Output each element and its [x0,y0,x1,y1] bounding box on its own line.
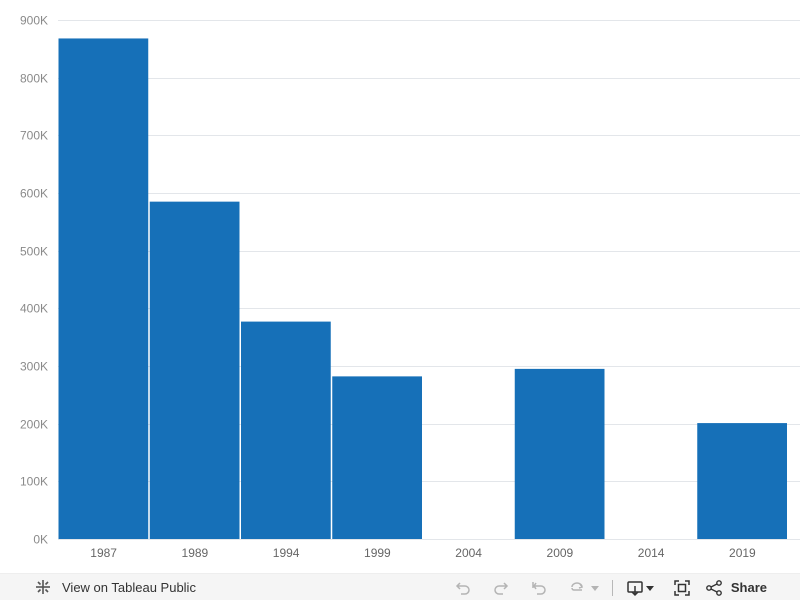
redo-icon[interactable] [490,577,512,599]
undo-icon[interactable] [452,577,474,599]
x-tick-label: 1987 [90,546,117,560]
x-tick-label: 1999 [364,546,391,560]
bar-1994 [241,321,331,539]
bar-1999 [332,376,422,539]
bars [58,38,787,539]
bar-2009 [514,368,605,539]
y-tick-label: 100K [20,475,48,489]
revert-icon[interactable] [528,577,550,599]
y-axis-tick-labels: 0K 100K 200K 300K 400K 500K 600K 700K 800K 900K [20,14,48,547]
y-tick-label: 800K [20,72,48,86]
tableau-toolbar: View on Tableau Public [0,573,800,600]
y-tick-label: 0K [33,533,48,547]
x-tick-label: 2019 [729,546,756,560]
refresh-icon[interactable] [566,577,588,599]
x-tick-label: 1994 [273,546,300,560]
tableau-logo-icon [32,576,54,598]
share-label: Share [730,580,767,595]
toolbar-actions: Share [452,574,800,601]
y-tick-label: 700K [20,129,48,143]
bar-2019 [697,423,787,539]
share-icon [703,577,725,599]
toolbar-divider [611,579,613,596]
x-tick-label: 2014 [638,546,665,560]
view-on-tableau-public-link[interactable]: View on Tableau Public [32,576,196,598]
fullscreen-icon[interactable] [671,577,693,599]
bar-chart: 0K 100K 200K 300K 400K 500K 600K 700K 800K 900K 1… [20,14,800,560]
bar-1989 [149,201,240,539]
dropdown-icon[interactable] [588,577,602,599]
y-tick-label: 300K [20,360,48,374]
x-tick-label: 1989 [182,546,209,560]
download-icon[interactable] [625,577,657,599]
share-button[interactable]: Share [703,577,767,599]
y-tick-label: 400K [20,302,48,316]
view-on-tableau-public-label: View on Tableau Public [62,579,196,595]
x-tick-label: 2004 [455,546,482,560]
bar-1987 [58,38,149,539]
y-tick-label: 500K [20,245,48,259]
x-tick-label: 2009 [547,546,574,560]
y-tick-label: 200K [20,418,48,432]
y-tick-label: 600K [20,187,48,201]
x-axis-tick-labels: 1987 1989 1994 1999 2004 2009 2014 2019 [90,546,756,560]
y-tick-label: 900K [20,14,48,28]
